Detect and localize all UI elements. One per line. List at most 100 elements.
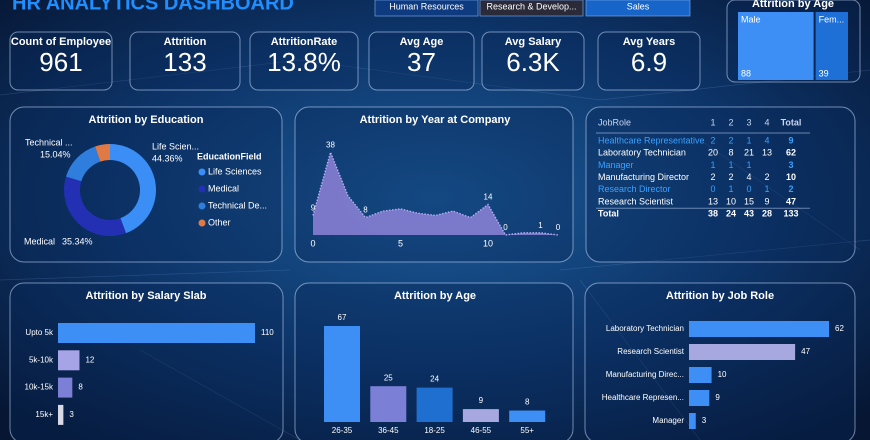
table-cell: 20 [708, 148, 718, 158]
table-cell: 38 [708, 209, 718, 219]
table-cell: 28 [762, 209, 772, 219]
table-cell: 133 [783, 209, 798, 219]
data-label: 8 [525, 398, 530, 407]
bar [689, 321, 829, 337]
data-label: 24 [430, 375, 439, 384]
table-cell: Manager [598, 160, 634, 170]
table-header: 3 [746, 117, 751, 127]
chart-title: Attrition by Year at Company [360, 114, 512, 126]
bar [324, 326, 360, 422]
bar [416, 387, 453, 422]
table-cell: 1 [746, 160, 751, 170]
legend-label: Life Sciences [208, 166, 262, 176]
table-cell: 2 [788, 184, 793, 194]
table-cell: 2 [728, 135, 733, 145]
data-label: 9 [715, 393, 720, 402]
tile-label: Male [741, 14, 761, 24]
chart-title: Attrition by Age [394, 290, 476, 302]
legend-label: Medical [208, 183, 239, 193]
data-label: 8 [363, 206, 368, 215]
table-cell: 2 [764, 172, 769, 182]
donut-slice [65, 146, 101, 182]
kpi-label: Avg Age [400, 36, 444, 48]
x-tick-label: 46-55 [471, 426, 492, 435]
legend-marker [198, 168, 206, 176]
table-cell: 15 [744, 196, 754, 206]
bar [689, 390, 710, 406]
table-cell: 9 [764, 196, 769, 206]
slicer-label[interactable]: Sales [627, 1, 650, 11]
bar [509, 410, 546, 422]
treemap-tile [815, 12, 848, 80]
table-cell: 1 [746, 135, 751, 145]
panel [584, 282, 856, 440]
table-cell: Total [598, 209, 619, 219]
table-cell: 43 [744, 209, 754, 219]
table-cell: 1 [764, 184, 769, 194]
y-tick-label: Upto 5k [25, 328, 54, 337]
bar [58, 377, 73, 398]
slicer-label[interactable]: Research & Develop... [486, 1, 576, 11]
table-cell: 10 [786, 172, 796, 182]
kpi-card [368, 31, 475, 91]
area-fill [313, 152, 558, 235]
data-label: 38 [326, 140, 335, 149]
table-cell: Manufacturing Director [598, 172, 689, 182]
donut-slice [110, 144, 156, 234]
data-label: 67 [338, 313, 347, 322]
slice-label: Life Scien... [152, 141, 199, 151]
network-lines [0, 59, 870, 440]
y-tick-label: 15k+ [35, 410, 53, 419]
tile-value: 39 [819, 68, 829, 78]
kpi-value: 37 [407, 47, 436, 77]
table-cell: Research Scientist [598, 196, 674, 206]
x-tick-label: 5 [398, 238, 403, 248]
chart-title: Attrition by Salary Slab [85, 290, 206, 302]
table-cell: 2 [710, 172, 715, 182]
table-cell: 4 [746, 172, 751, 182]
chart-title: Attrition by Education [89, 114, 204, 126]
slice-value: 15.04% [40, 149, 71, 159]
slice-value: 44.36% [152, 153, 183, 163]
slicer-label[interactable]: Human Resources [389, 1, 464, 11]
table-cell: 62 [786, 148, 796, 158]
slicer-button[interactable] [585, 0, 691, 17]
data-label: 47 [801, 347, 810, 356]
kpi-label: Attrition [164, 36, 207, 48]
slicer-button[interactable] [374, 0, 479, 17]
bar [58, 404, 64, 425]
y-tick-label: Healthcare Represen... [602, 393, 684, 402]
data-label: 1 [538, 221, 543, 230]
table-cell: 13 [708, 196, 718, 206]
table-header: 1 [710, 117, 715, 127]
y-tick-label: Manager [652, 416, 684, 425]
dashboard-title: HR ANALYTICS DASHBOARD [12, 0, 294, 14]
y-tick-label: Research Scientist [617, 347, 684, 356]
table-cell: 2 [710, 135, 715, 145]
legend-label: Other [208, 217, 231, 227]
data-label: 62 [835, 324, 844, 333]
table-cell: 1 [710, 160, 715, 170]
bar [58, 350, 80, 371]
table-cell: 47 [786, 196, 796, 206]
data-label: 9 [311, 204, 316, 213]
table-cell: 0 [710, 184, 715, 194]
slice-value: 35.34% [62, 236, 93, 246]
data-label: 12 [85, 355, 94, 364]
data-label: 3 [702, 416, 707, 425]
legend-label: Technical De... [208, 200, 267, 210]
bar [689, 413, 696, 429]
table-cell: Laboratory Technician [598, 148, 686, 158]
treemap-tile [738, 12, 814, 80]
table-cell: 13 [762, 148, 772, 158]
table-header: Total [781, 117, 802, 127]
kpi-card [249, 31, 359, 91]
slicer-button[interactable] [479, 0, 584, 17]
kpi-value: 6.9 [631, 47, 667, 77]
tile-label: Fem... [819, 14, 845, 24]
y-tick-label: Laboratory Technician [606, 324, 684, 333]
chart-title: Attrition by Job Role [666, 290, 774, 302]
donut-slice [95, 144, 110, 162]
tile-value: 88 [741, 68, 751, 78]
